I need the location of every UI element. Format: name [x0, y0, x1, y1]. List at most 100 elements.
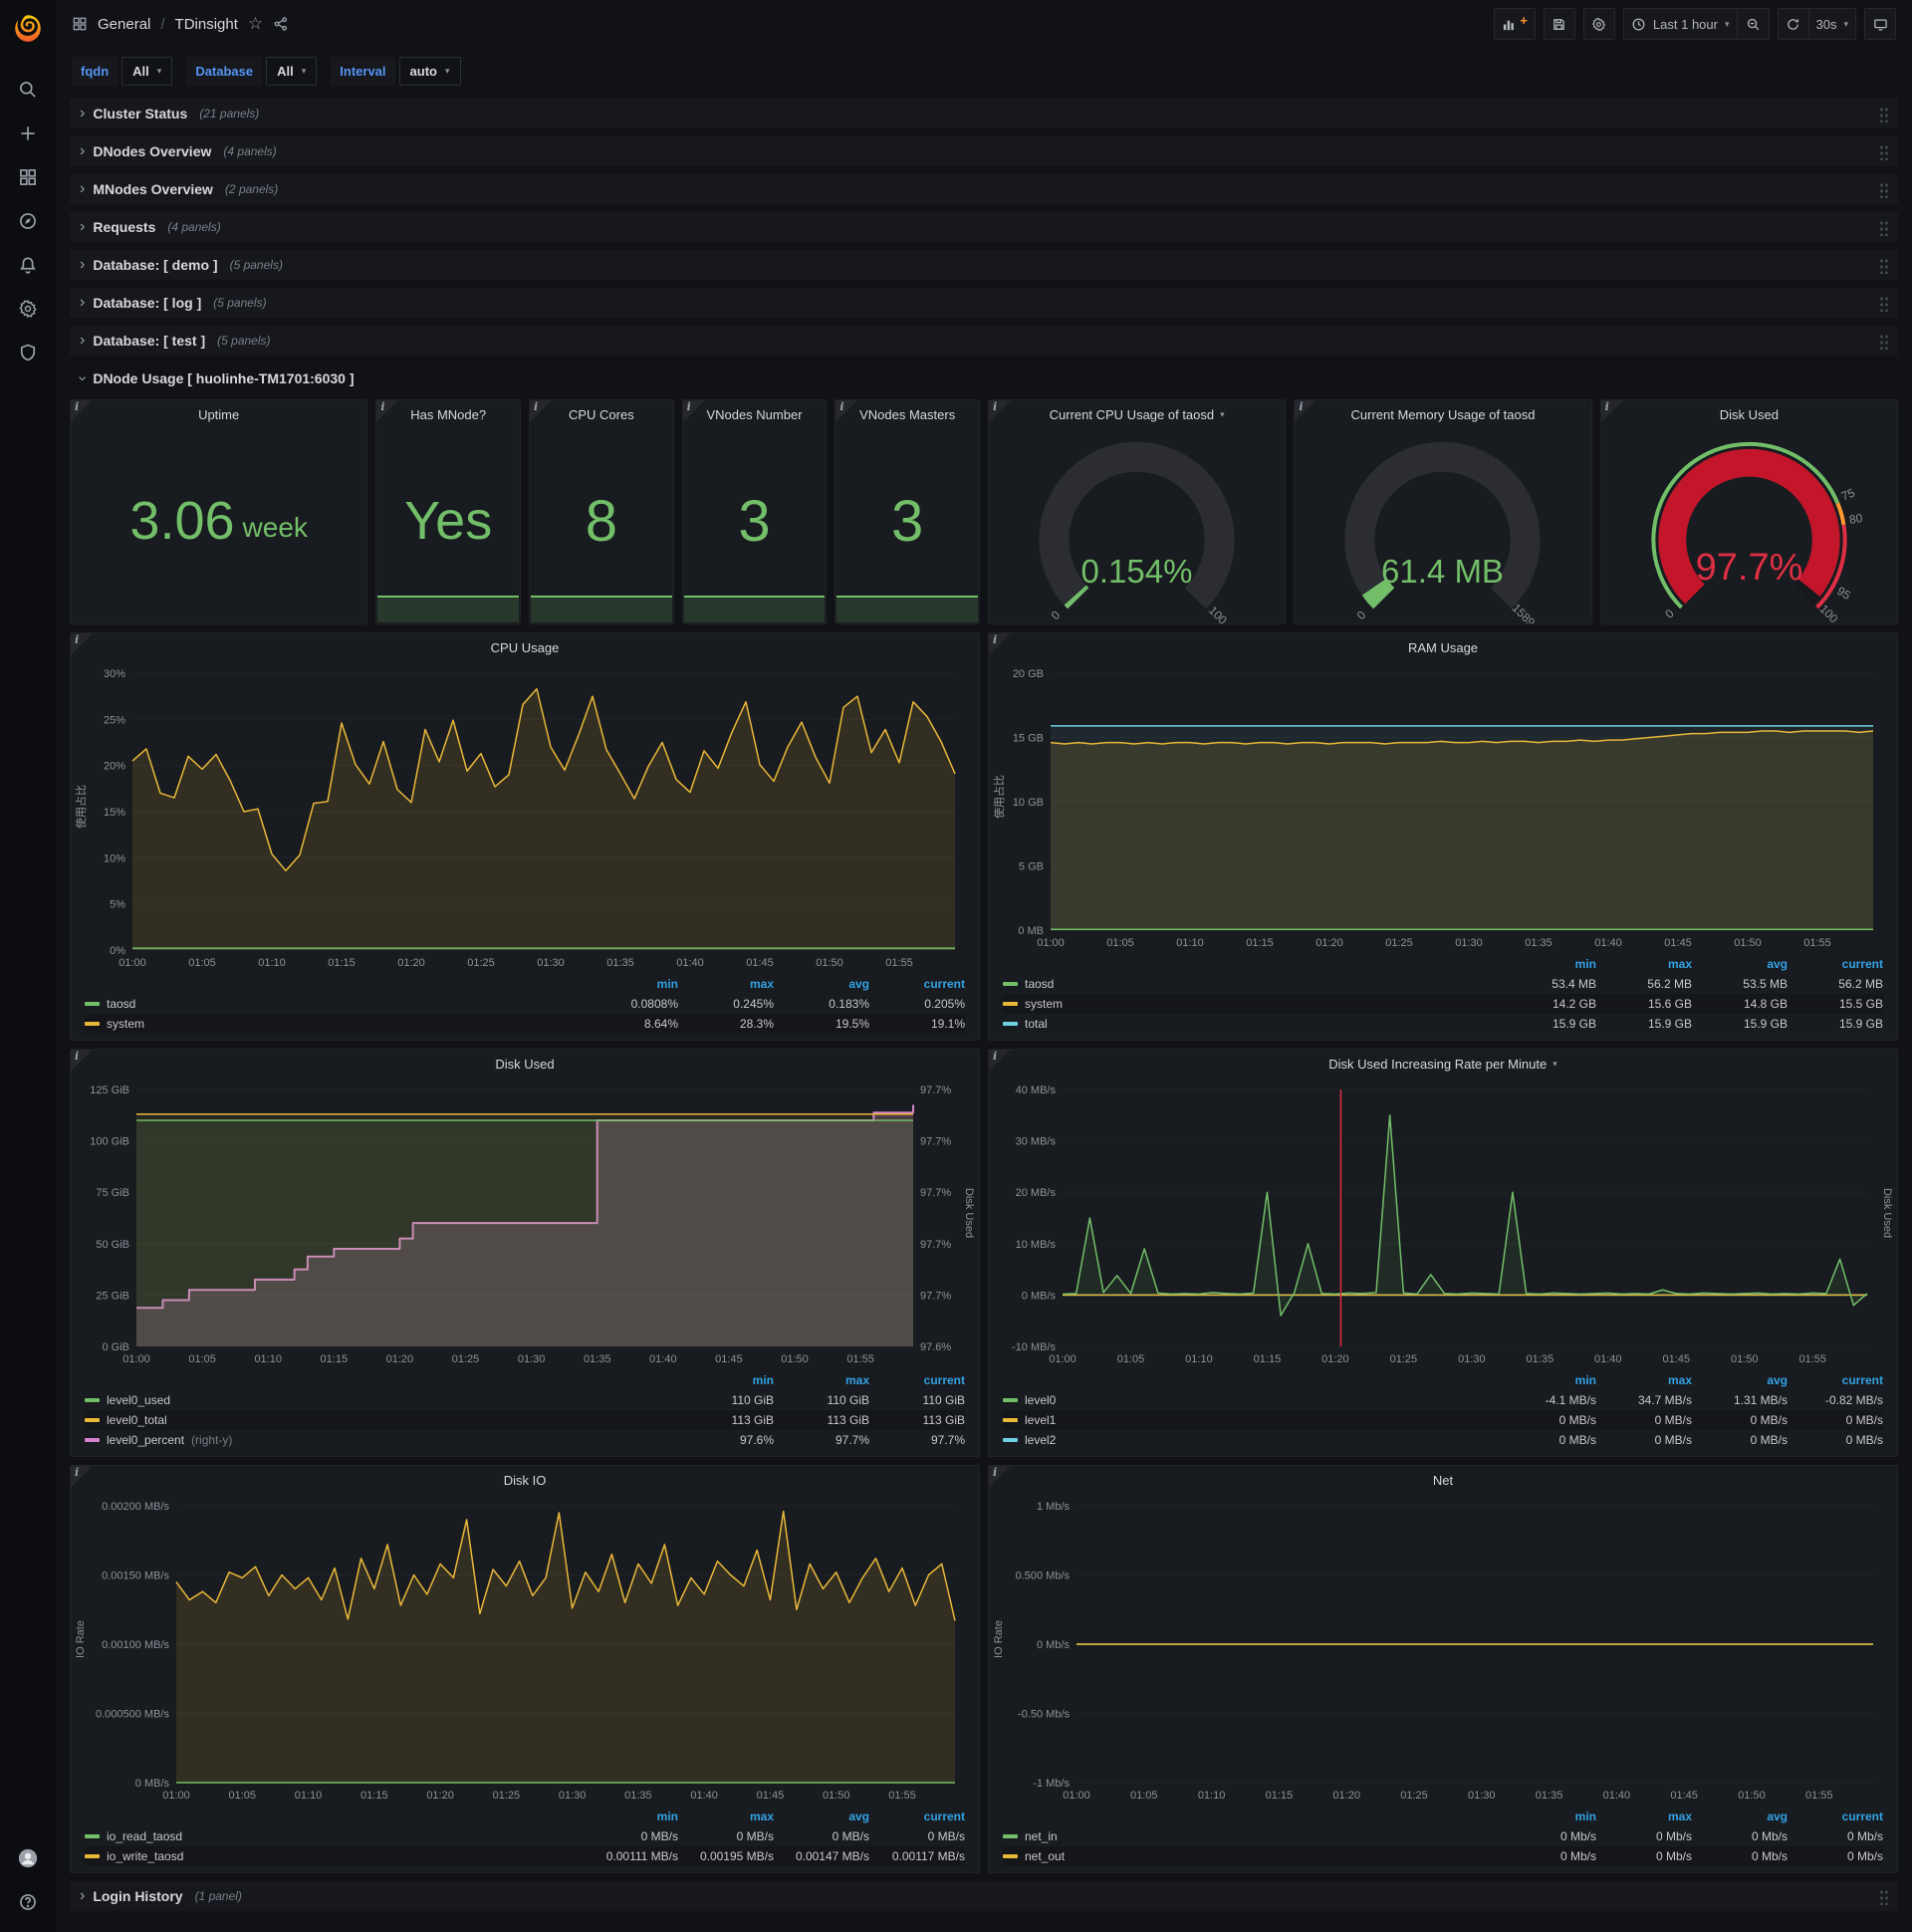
- legend-column-avg[interactable]: avg: [1767, 1810, 1788, 1823]
- panel-header[interactable]: VNodes Masters: [836, 400, 979, 428]
- panel-info-icon[interactable]: i: [376, 400, 399, 422]
- legend-series-toggle[interactable]: taosd: [1003, 977, 1501, 991]
- legend-series-toggle[interactable]: net_out: [1003, 1849, 1501, 1863]
- panel-info-icon[interactable]: i: [71, 633, 93, 655]
- dashboard-row-login-history[interactable]: › Login History (1 panel): [70, 1881, 1898, 1911]
- legend-column-max[interactable]: max: [1667, 1810, 1692, 1823]
- legend-column-min[interactable]: min: [1574, 1810, 1596, 1823]
- ram-usage-plot[interactable]: 0 MB 5 GB 10 GB 15 GB 20 GB 01:00 01:05 01:10 01…: [993, 663, 1893, 952]
- panel-menu-chevron-icon[interactable]: ▾: [1220, 408, 1225, 419]
- time-range-picker[interactable]: Last 1 hour ▾: [1622, 8, 1738, 40]
- legend-series-toggle[interactable]: level0: [1003, 1393, 1501, 1407]
- panel-header[interactable]: Disk Used: [1601, 400, 1897, 428]
- panel-header[interactable]: Disk IO: [71, 1466, 979, 1494]
- row-drag-handle[interactable]: [1879, 218, 1888, 236]
- legend-column-avg[interactable]: avg: [1767, 957, 1788, 971]
- configuration-gear-icon[interactable]: [8, 287, 48, 331]
- refresh-button[interactable]: [1777, 8, 1809, 40]
- panel-info-icon[interactable]: i: [1600, 400, 1623, 422]
- legend-column-max[interactable]: max: [844, 1373, 869, 1387]
- row-drag-handle[interactable]: [1879, 180, 1888, 198]
- panel-header[interactable]: Current Memory Usage of taosd: [1295, 400, 1590, 428]
- disk-used-plot[interactable]: 0 GiB 25 GiB 50 GiB 75 GiB 100 GiB 125 GiB 97.…: [75, 1080, 975, 1368]
- panel-info-icon[interactable]: i: [1295, 400, 1317, 422]
- variable-value-dropdown[interactable]: auto ▾: [398, 57, 461, 86]
- dashboard-row-mnodes-overview[interactable]: › MNodes Overview (2 panels): [70, 174, 1898, 204]
- dashboard-row-database-demo-[interactable]: › Database: [ demo ] (5 panels): [70, 250, 1898, 280]
- create-plus-icon[interactable]: [8, 112, 48, 155]
- variable-value-dropdown[interactable]: All ▾: [121, 57, 173, 86]
- panel-header[interactable]: RAM Usage: [989, 633, 1897, 661]
- legend-column-current[interactable]: current: [1841, 1810, 1883, 1823]
- refresh-interval-picker[interactable]: 30s ▾: [1808, 8, 1856, 40]
- panel-info-icon[interactable]: i: [682, 400, 705, 422]
- star-icon[interactable]: ☆: [247, 14, 264, 33]
- panel-header[interactable]: Net: [989, 1466, 1897, 1494]
- net-plot[interactable]: -1 Mb/s -0.50 Mb/s 0 Mb/s 0.500 Mb/s 1 Mb/s 0…: [993, 1496, 1893, 1805]
- panel-info-icon[interactable]: i: [989, 633, 1011, 655]
- legend-series-toggle[interactable]: level0_used: [85, 1393, 678, 1407]
- legend-series-toggle[interactable]: system: [85, 1017, 583, 1031]
- grafana-logo[interactable]: [11, 12, 45, 46]
- row-drag-handle[interactable]: [1879, 142, 1888, 160]
- legend-column-max[interactable]: max: [749, 1810, 774, 1823]
- zoom-out-time-button[interactable]: [1737, 8, 1770, 40]
- panel-header[interactable]: Disk Used: [71, 1050, 979, 1078]
- panel-header[interactable]: Has MNode?: [376, 400, 520, 428]
- row-drag-handle[interactable]: [1879, 294, 1888, 312]
- panel-info-icon[interactable]: i: [989, 1050, 1011, 1072]
- breadcrumb-dashboard[interactable]: TDinsight: [174, 15, 238, 33]
- legend-column-min[interactable]: min: [1574, 957, 1596, 971]
- legend-column-current[interactable]: current: [923, 1373, 965, 1387]
- legend-column-current[interactable]: current: [923, 977, 965, 991]
- search-icon[interactable]: [8, 68, 48, 112]
- legend-column-avg[interactable]: avg: [848, 1810, 869, 1823]
- legend-column-avg[interactable]: avg: [1767, 1373, 1788, 1387]
- alerting-bell-icon[interactable]: [8, 243, 48, 287]
- disk-io-plot[interactable]: 0 MB/s 0.000500 MB/s 0.00100 MB/s 0.00150 M…: [75, 1496, 975, 1805]
- legend-series-toggle[interactable]: net_in: [1003, 1829, 1501, 1843]
- legend-column-max[interactable]: max: [749, 977, 774, 991]
- breadcrumb-folder[interactable]: General: [98, 15, 151, 33]
- server-admin-shield-icon[interactable]: [8, 331, 48, 374]
- legend-column-avg[interactable]: avg: [848, 977, 869, 991]
- save-dashboard-button[interactable]: [1543, 8, 1575, 40]
- panel-header[interactable]: CPU Cores: [530, 400, 673, 428]
- variable-value-dropdown[interactable]: All ▾: [266, 57, 318, 86]
- legend-column-min[interactable]: min: [656, 977, 678, 991]
- dashboard-row-database-test-[interactable]: › Database: [ test ] (5 panels): [70, 326, 1898, 356]
- kiosk-tv-button[interactable]: [1864, 8, 1896, 40]
- dashboard-row-database-log-[interactable]: › Database: [ log ] (5 panels): [70, 288, 1898, 318]
- legend-column-min[interactable]: min: [1574, 1373, 1596, 1387]
- legend-column-current[interactable]: current: [1841, 1373, 1883, 1387]
- panel-info-icon[interactable]: i: [71, 400, 93, 422]
- disk-rate-plot[interactable]: -10 MB/s 0 MB/s 10 MB/s 20 MB/s 30 MB/s 40 MB…: [993, 1080, 1893, 1368]
- dashboard-settings-button[interactable]: [1582, 8, 1615, 40]
- panel-info-icon[interactable]: i: [989, 1466, 1011, 1488]
- panel-header[interactable]: Disk Used Increasing Rate per Minute ▾: [989, 1050, 1897, 1078]
- panel-header[interactable]: Uptime: [71, 400, 366, 428]
- legend-column-max[interactable]: max: [1667, 1373, 1692, 1387]
- panel-info-icon[interactable]: i: [530, 400, 552, 422]
- legend-series-toggle[interactable]: io_read_taosd: [85, 1829, 583, 1843]
- share-icon[interactable]: [273, 16, 289, 32]
- panel-header[interactable]: CPU Usage: [71, 633, 979, 661]
- legend-column-current[interactable]: current: [923, 1810, 965, 1823]
- legend-series-toggle[interactable]: level2: [1003, 1433, 1501, 1447]
- explore-compass-icon[interactable]: [8, 199, 48, 243]
- legend-series-toggle[interactable]: io_write_taosd: [85, 1849, 583, 1863]
- legend-series-toggle[interactable]: level0_total: [85, 1413, 678, 1427]
- dashboard-row-requests[interactable]: › Requests (4 panels): [70, 212, 1898, 242]
- panel-info-icon[interactable]: i: [71, 1050, 93, 1072]
- legend-series-toggle[interactable]: system: [1003, 997, 1501, 1011]
- panel-info-icon[interactable]: i: [989, 400, 1011, 422]
- panel-info-icon[interactable]: i: [836, 400, 858, 422]
- add-panel-button[interactable]: +: [1494, 8, 1536, 40]
- dashboard-row-dnodes-overview[interactable]: › DNodes Overview (4 panels): [70, 136, 1898, 166]
- row-drag-handle[interactable]: [1879, 1887, 1888, 1905]
- user-avatar[interactable]: [8, 1836, 48, 1880]
- dashboard-row-cluster-status[interactable]: › Cluster Status (21 panels): [70, 99, 1898, 128]
- legend-column-min[interactable]: min: [752, 1373, 774, 1387]
- legend-series-toggle[interactable]: level1: [1003, 1413, 1501, 1427]
- legend-column-max[interactable]: max: [1667, 957, 1692, 971]
